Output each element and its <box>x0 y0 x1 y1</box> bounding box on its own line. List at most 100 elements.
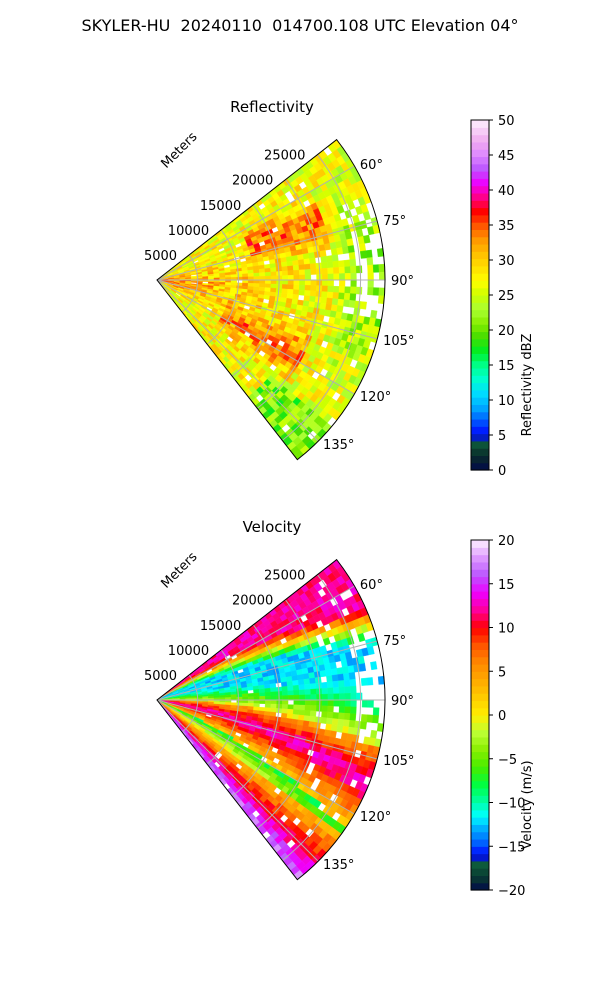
field-cell <box>310 285 317 292</box>
colorbar-band <box>471 360 489 369</box>
field-cell <box>320 297 328 304</box>
field-cell <box>298 269 306 276</box>
field-cell <box>253 689 260 694</box>
azimuth-tick-label: 75° <box>383 214 406 229</box>
field-cell <box>372 287 380 296</box>
colorbar-band <box>471 860 489 869</box>
field-cell <box>304 683 311 690</box>
field-cell <box>270 271 277 277</box>
range-tick-label: 25000 <box>264 569 305 584</box>
colorbar-band <box>471 440 489 449</box>
field-cell <box>365 249 373 259</box>
field-cell <box>292 679 299 686</box>
field-cell <box>287 695 294 701</box>
field-cell <box>302 253 310 260</box>
field-cell <box>287 685 294 692</box>
field-cell <box>230 274 237 278</box>
field-cell <box>247 276 255 281</box>
field-cell <box>242 693 249 698</box>
field-cell <box>326 675 333 683</box>
field-cell <box>321 285 329 293</box>
field-cell <box>297 259 305 266</box>
field-cell <box>326 291 334 299</box>
field-cell <box>281 690 289 696</box>
field-cell <box>281 686 288 692</box>
field-cell <box>378 287 386 297</box>
field-cell <box>247 269 254 274</box>
field-cell <box>247 279 255 284</box>
range-tick-label: 15000 <box>200 199 241 214</box>
field-cell <box>269 683 277 689</box>
field-cell <box>304 704 311 711</box>
field-cell <box>299 699 306 706</box>
field-cell <box>344 706 351 714</box>
field-cell <box>361 699 369 708</box>
colorbar-band <box>471 722 489 731</box>
field-cell <box>213 695 220 699</box>
field-cell <box>350 692 357 701</box>
colorbar-band <box>471 736 489 745</box>
colorbar-band <box>471 455 489 464</box>
colorbar-tick-label: 15 <box>498 578 515 593</box>
field-cell <box>321 711 328 719</box>
field-cell <box>270 279 277 285</box>
colorbar-tick-label: 50 <box>498 114 515 129</box>
field-cell <box>270 267 277 273</box>
azimuth-gridline <box>156 165 355 281</box>
field-cell <box>327 705 334 713</box>
field-cell <box>304 284 311 291</box>
azimuth-gridline <box>156 699 319 862</box>
range-gridline <box>231 204 280 377</box>
colorbar-tick-label: 15 <box>498 359 515 374</box>
field-cell <box>338 712 345 720</box>
field-cell <box>213 275 220 279</box>
field-cell <box>332 680 340 688</box>
field-cell <box>354 720 362 729</box>
range-gridline <box>181 254 199 313</box>
field-cell <box>366 677 374 686</box>
field-cell <box>309 263 317 270</box>
field-cell <box>360 721 367 730</box>
colorbar-band <box>471 627 489 636</box>
colorbar-band <box>471 554 489 563</box>
field-cell <box>378 263 386 273</box>
field-cell <box>327 279 334 287</box>
field-cell <box>219 695 226 698</box>
field-cell <box>309 715 316 723</box>
field-cell <box>264 267 271 273</box>
sector-frame <box>156 558 386 881</box>
colorbar-tick-label: 5 <box>498 665 506 680</box>
field-cell <box>259 283 266 288</box>
field-cell <box>344 273 351 281</box>
field-cell <box>286 260 294 267</box>
velocity-title: Velocity <box>243 518 302 536</box>
field-cell <box>322 273 329 281</box>
field-cell <box>253 692 260 697</box>
colorbar-band <box>471 605 489 614</box>
field-cell <box>327 699 334 707</box>
field-cell <box>281 284 289 290</box>
field-cell <box>304 290 311 297</box>
field-cell <box>281 266 288 272</box>
colorbar-band <box>471 207 489 216</box>
velocity-azimuth-ticks: 60° 75° 90° 105° 120° 135° <box>323 578 414 873</box>
colorbar-band <box>471 251 489 260</box>
range-tick-label: 20000 <box>232 174 273 189</box>
colorbar-band <box>471 642 489 650</box>
field-cell <box>264 703 272 709</box>
field-cell <box>304 710 311 717</box>
field-cell <box>259 272 266 277</box>
field-cell <box>291 675 299 682</box>
field-cell <box>230 694 237 698</box>
reflectivity-range-ticks: 5000 10000 15000 20000 25000 <box>144 149 305 264</box>
colorbar-tick-label: 45 <box>498 149 515 164</box>
field-cell <box>310 694 317 701</box>
colorbar-band <box>471 853 489 862</box>
field-cell <box>367 279 374 288</box>
field-cell <box>366 646 375 656</box>
field-cell <box>322 279 329 287</box>
colorbar-band <box>471 316 489 325</box>
colorbar-band <box>471 744 489 753</box>
colorbar-band <box>471 540 489 548</box>
field-cell <box>247 686 254 691</box>
